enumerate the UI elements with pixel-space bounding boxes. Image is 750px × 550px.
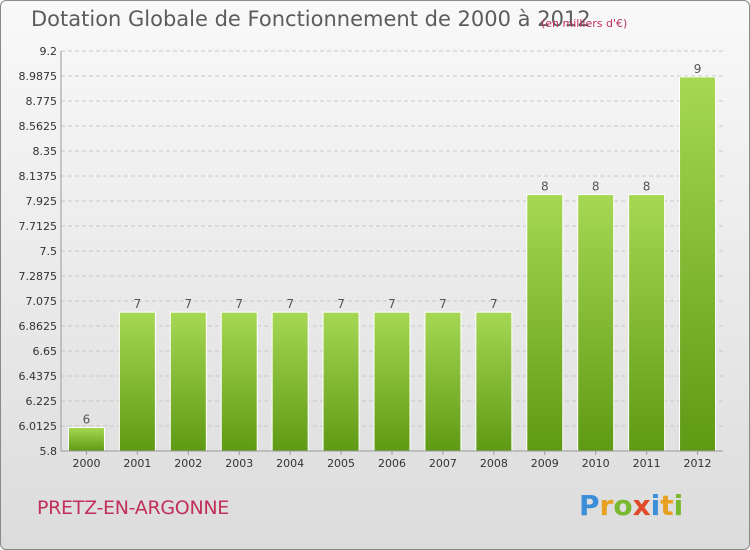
data-label: 8	[541, 180, 549, 194]
bar-2008	[475, 311, 513, 452]
logo-letter: i	[650, 489, 661, 522]
bar-2005	[322, 311, 360, 452]
axes	[60, 51, 723, 455]
bar-2001	[118, 311, 156, 452]
bar-2002	[169, 311, 207, 452]
x-tick-label: 2012	[684, 457, 712, 470]
chart-unit-note: (en milliers d'€)	[541, 17, 628, 30]
x-tick-label: 2007	[429, 457, 457, 470]
bar-2003	[220, 311, 258, 452]
y-tick-label: 8.775	[26, 95, 58, 108]
y-tick-label: 6.8625	[19, 320, 58, 333]
y-tick-label: 6.0125	[19, 420, 58, 433]
data-label: 7	[388, 297, 396, 311]
data-label: 7	[439, 297, 447, 311]
x-tick-label: 2011	[633, 457, 661, 470]
logo-letter: r	[599, 489, 614, 522]
bar-2009	[526, 194, 564, 452]
x-tick-label: 2003	[225, 457, 253, 470]
y-tick-label: 7.075	[26, 295, 58, 308]
x-tick-label: 2006	[378, 457, 406, 470]
x-tick-label: 2004	[276, 457, 304, 470]
bar-2004	[271, 311, 309, 452]
y-tick-label: 6.65	[33, 345, 58, 358]
bar-2000	[67, 426, 105, 452]
x-tick-label: 2000	[72, 457, 100, 470]
data-label: 7	[337, 297, 345, 311]
y-tick-label: 6.4375	[19, 370, 58, 383]
x-tick-label: 2010	[582, 457, 610, 470]
data-label: 7	[235, 297, 243, 311]
bar-2012	[679, 76, 717, 452]
logo-letter: P	[579, 489, 600, 522]
y-tick-label: 8.35	[33, 145, 58, 158]
logo-letter: t	[660, 489, 674, 522]
data-label: 7	[134, 297, 142, 311]
y-tick-label: 8.5625	[19, 120, 58, 133]
data-label: 8	[592, 180, 600, 194]
x-tick-label: 2008	[480, 457, 508, 470]
data-label: 7	[286, 297, 294, 311]
y-tick-label: 5.8	[40, 445, 58, 458]
y-tick-label: 9.2	[40, 45, 58, 58]
city-name: PRETZ-EN-ARGONNE	[37, 497, 229, 519]
proxiti-logo: Proxiti	[579, 489, 683, 522]
y-tick-label: 7.925	[26, 195, 58, 208]
x-tick-label: 2005	[327, 457, 355, 470]
data-label: 6	[83, 412, 91, 426]
x-tick-label: 2002	[174, 457, 202, 470]
data-label: 7	[490, 297, 498, 311]
bar-2011	[628, 194, 666, 452]
logo-letter: i	[673, 489, 684, 522]
y-tick-label: 7.7125	[19, 220, 58, 233]
chart-title: Dotation Globale de Fonctionnement de 20…	[31, 7, 591, 31]
labels: 5.8 6.0125 6.225 6.4375 6.65 6.8625 7.075 7.287…	[19, 45, 712, 470]
x-tick-label: 2009	[531, 457, 559, 470]
y-tick-label: 7.2875	[19, 270, 58, 283]
data-label: 7	[184, 297, 192, 311]
data-label: 9	[694, 62, 702, 76]
bars	[67, 76, 717, 452]
logo-letter: o	[613, 489, 633, 522]
y-tick-label: 8.1375	[19, 170, 58, 183]
bar-2007	[424, 311, 462, 452]
bar-2006	[373, 311, 411, 452]
y-tick-label: 8.9875	[19, 70, 58, 83]
logo-letter: x	[632, 489, 651, 522]
y-tick-label: 7.5	[40, 245, 58, 258]
y-tick-label: 6.225	[26, 395, 58, 408]
data-label: 8	[643, 180, 651, 194]
x-tick-label: 2001	[123, 457, 151, 470]
bar-2010	[577, 194, 615, 452]
